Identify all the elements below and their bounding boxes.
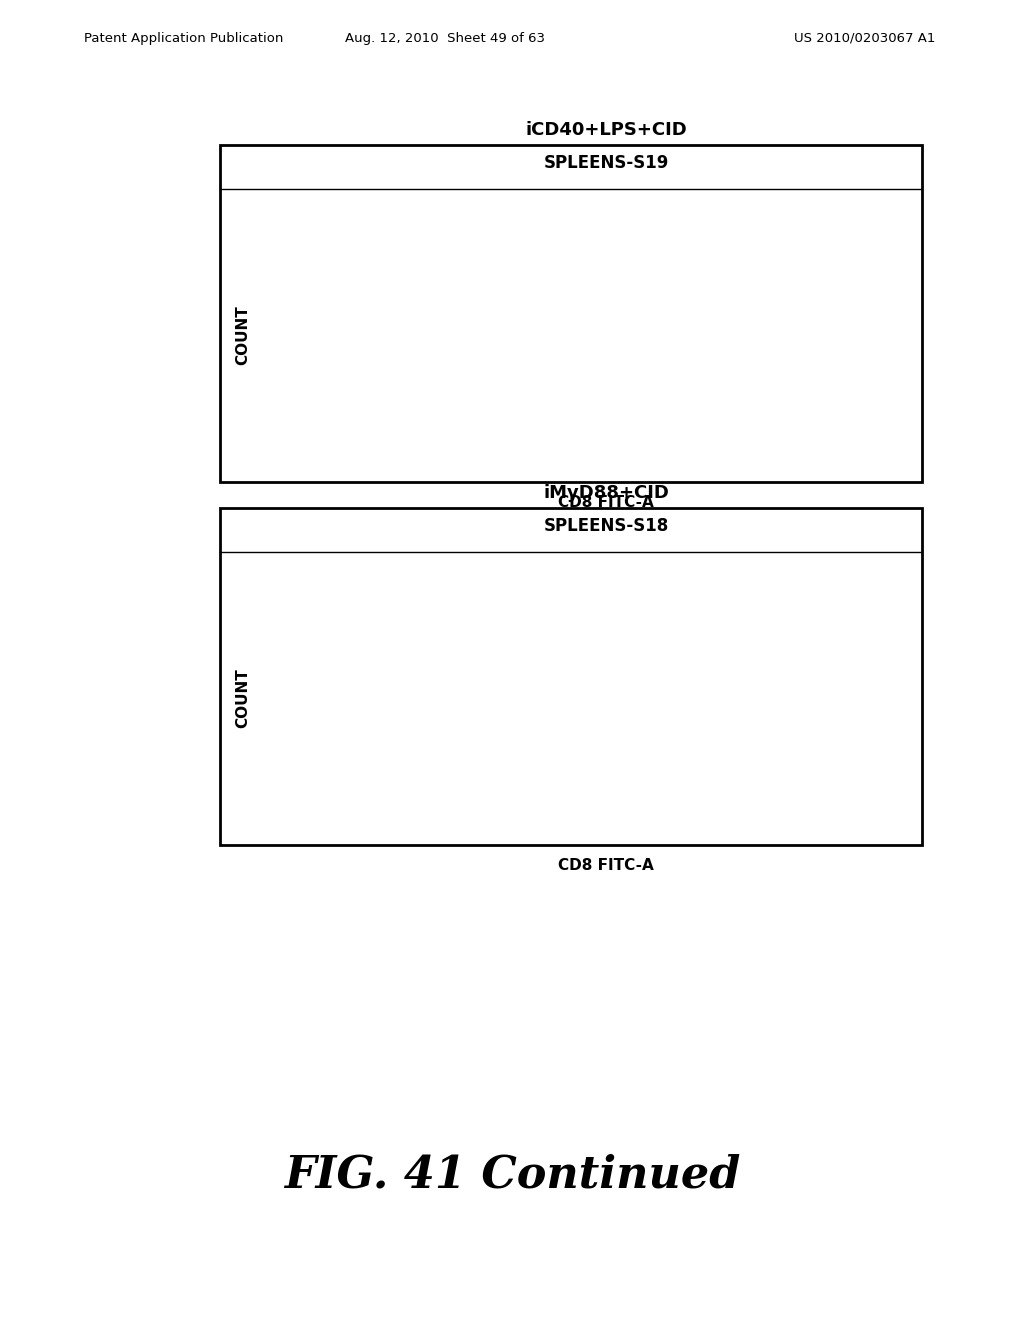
Text: iMyD88+CID: iMyD88+CID [543, 483, 669, 502]
Text: iCD40+LPS+CID: iCD40+LPS+CID [525, 120, 687, 139]
Text: CD8 FITC-A: CD8 FITC-A [558, 495, 654, 510]
Text: COUNT: COUNT [236, 305, 250, 366]
Text: FIG. 41 Continued: FIG. 41 Continued [284, 1154, 740, 1196]
Text: Aug. 12, 2010  Sheet 49 of 63: Aug. 12, 2010 Sheet 49 of 63 [345, 32, 546, 45]
Text: SPLEENS-S18: SPLEENS-S18 [544, 516, 669, 535]
Text: US 2010/0203067 A1: US 2010/0203067 A1 [794, 32, 935, 45]
Text: SPLEENS-S19: SPLEENS-S19 [544, 153, 669, 172]
Text: 47±6%: 47±6% [726, 239, 782, 253]
Text: COUNT: COUNT [236, 668, 250, 729]
Text: 45±3%: 45±3% [709, 612, 765, 628]
Text: Patent Application Publication: Patent Application Publication [84, 32, 284, 45]
Text: CD8 FITC-A: CD8 FITC-A [558, 858, 654, 873]
